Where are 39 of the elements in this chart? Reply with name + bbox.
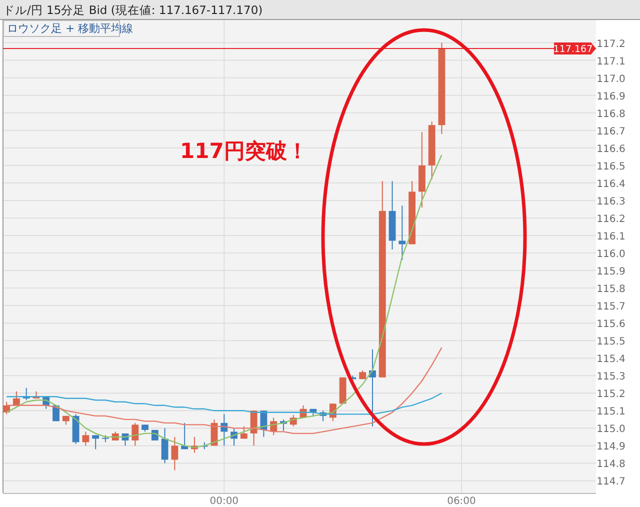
candlestick [171,436,178,471]
y-tick-label: 115.0 [596,424,626,436]
y-tick-label: 116.1 [596,231,626,242]
y-tick-label: 116.0 [596,248,626,260]
candlestick [82,431,90,446]
y-tick-label: 116.2 [596,214,626,225]
chart-title: ドル/円 15分足 Bid (現在値: 117.167-117.170) [3,3,263,17]
y-tick-label: 115.4 [596,354,626,366]
candlestick [161,428,168,464]
y-tick-label: 116.5 [596,161,626,172]
y-tick-label: 117.0 [596,74,626,85]
y-tick-label: 116.4 [596,178,626,190]
candlestick [398,205,406,261]
y-tick-label: 116.3 [596,196,626,208]
x-tick-label: 00:00 [210,496,239,507]
y-tick-label: 117.2 [596,38,626,50]
y-tick-label: 115.5 [596,336,626,348]
y-tick-label: 114.9 [596,442,626,453]
y-tick-label: 115.6 [596,319,626,330]
y-tick-label: 116.9 [596,91,626,102]
y-tick-label: 115.2 [596,389,626,400]
candlestick [92,434,100,450]
y-tick-label: 114.7 [596,476,626,488]
candlestick [132,422,139,446]
candlestick [12,390,20,406]
y-tick-label: 116.6 [596,144,626,155]
y-tick-label: 114.8 [596,459,626,470]
annotation: 117円突破！ [180,139,308,163]
y-tick-label: 116.8 [596,108,626,120]
y-tick-label: 115.9 [596,266,626,278]
y-tick-label: 115.8 [596,284,626,296]
ref-line-label: 117.167 [553,44,593,56]
candlestick [240,426,248,440]
y-tick-label: 117.1 [596,56,626,68]
y-tick-label: 116.7 [596,126,626,138]
y-tick-label: 115.3 [596,372,626,383]
y-tick-label: 115.7 [596,302,626,313]
x-tick-label: 06:00 [447,496,476,507]
y-tick-label: 115.1 [596,406,626,418]
